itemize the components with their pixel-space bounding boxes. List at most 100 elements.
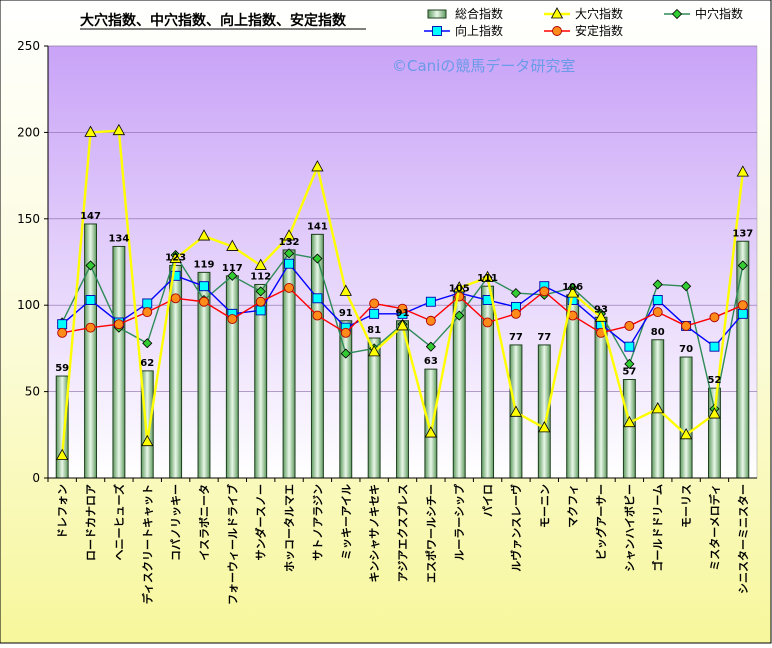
- marker-diamond: [737, 260, 748, 271]
- marker-diamond: [340, 348, 351, 359]
- marker-diamond: [624, 358, 635, 370]
- marker-circle: [624, 320, 635, 331]
- bar-data-labels: 59 147 134 62 123 119 117 112 132 141 91 81 91 63 105 1…: [55, 211, 753, 386]
- marker-triangle: [550, 7, 564, 19]
- bar: [736, 240, 750, 479]
- marker-square: [199, 281, 209, 292]
- marker-triangle: [311, 160, 324, 172]
- x-tick-label: シャンハイボビー: [622, 484, 636, 572]
- y-tick-label: 0: [32, 471, 40, 485]
- x-tick-label: パイロ: [482, 484, 495, 517]
- marker-square: [709, 341, 720, 352]
- marker-triangle: [226, 239, 239, 251]
- marker-diamond: [681, 281, 692, 292]
- line-series: [56, 123, 749, 460]
- marker-triangle: [481, 270, 494, 282]
- x-tick-label: ヘニーヒューズ: [112, 484, 126, 560]
- x-tick-label: ホッコータルマエ: [283, 484, 296, 572]
- bar-series: [55, 223, 750, 479]
- marker-square: [432, 26, 442, 36]
- bar-value-label: 81: [367, 325, 381, 336]
- x-tick-label: モーニン: [538, 484, 551, 528]
- y-tick-label: 250: [17, 39, 40, 53]
- bar-value-label: 77: [537, 332, 551, 343]
- bar-value-label: 132: [279, 237, 300, 248]
- marker-square: [624, 341, 635, 352]
- marker-triangle: [367, 345, 381, 357]
- marker-circle: [57, 327, 68, 338]
- legend-swatch: [427, 9, 447, 19]
- marker-triangle: [169, 251, 182, 263]
- bar-value-label: 134: [108, 233, 129, 244]
- bar-value-label: 137: [732, 228, 753, 239]
- bar-value-label: 77: [509, 332, 523, 343]
- x-tick-label: ビッグアーサー: [594, 484, 608, 560]
- marker-triangle: [56, 448, 69, 460]
- marker-square: [85, 295, 96, 305]
- marker-square: [737, 308, 748, 319]
- marker-triangle: [254, 258, 267, 270]
- y-tick-label: 100: [17, 298, 40, 312]
- marker-circle: [199, 296, 209, 307]
- marker-triangle: [339, 284, 352, 296]
- x-tick-label: ロードカナロア: [85, 484, 98, 561]
- x-tick-label: ゴールドドリーム: [651, 484, 665, 572]
- marker-triangle: [651, 402, 664, 414]
- bar-value-label: 70: [679, 344, 693, 355]
- bar-value-label: 147: [80, 211, 101, 222]
- marker-triangle: [282, 229, 296, 241]
- marker-circle: [170, 293, 181, 304]
- marker-circle: [510, 308, 521, 319]
- bar-value-label: 91: [339, 308, 353, 319]
- x-tick-label: フォーウィールドライブ: [225, 484, 239, 605]
- bar-value-label: 63: [424, 356, 438, 367]
- marker-diamond: [454, 310, 465, 321]
- marker-diamond: [652, 279, 663, 290]
- marker-diamond: [85, 260, 96, 271]
- marker-circle: [681, 320, 692, 331]
- bar: [112, 245, 126, 479]
- marker-square: [57, 319, 68, 330]
- marker-square: [142, 298, 153, 309]
- bar: [424, 368, 438, 479]
- marker-diamond: [425, 341, 436, 352]
- bar: [679, 356, 693, 479]
- x-tick-label: サンダースノー: [254, 484, 268, 560]
- marker-triangle: [112, 123, 126, 136]
- marker-circle: [652, 307, 663, 318]
- chart-title: 大穴指数、中穴指数、向上指数、安定指数: [80, 12, 347, 29]
- marker-circle: [312, 310, 323, 321]
- marker-square: [284, 258, 295, 269]
- bar-value-label: 119: [194, 259, 215, 270]
- x-tick-label: ルーラーシップ: [452, 483, 466, 561]
- x-tick-label: マクフィ: [567, 484, 580, 528]
- marker-diamond: [671, 8, 683, 20]
- bar-value-label: 59: [55, 363, 69, 374]
- x-tick-label: ミスターメロディ: [707, 484, 721, 571]
- x-tick-label: モーリス: [680, 484, 693, 528]
- bar-value-label: 123: [165, 252, 186, 263]
- marker-circle: [340, 327, 351, 338]
- bar-value-label: 52: [707, 375, 721, 386]
- marker-triangle: [141, 434, 154, 447]
- marker-diamond: [283, 248, 295, 259]
- x-tick-label: コパノリッキー: [170, 484, 183, 561]
- marker-triangle: [396, 319, 409, 331]
- marker-circle: [397, 303, 408, 314]
- bar-value-label: 62: [140, 358, 154, 369]
- bar-value-label: 93: [594, 304, 608, 315]
- marker-diamond: [312, 253, 323, 264]
- bar-value-label: 111: [477, 273, 498, 284]
- x-tick-label: ルヴァンスレーヴ: [509, 484, 523, 572]
- marker-circle: [85, 322, 96, 333]
- marker-triangle: [708, 407, 721, 419]
- bar-value-label: 112: [250, 271, 271, 282]
- marker-circle: [482, 317, 493, 328]
- marker-square: [425, 296, 436, 307]
- y-tick-label: 50: [25, 385, 40, 399]
- x-tick-label: ミッキーアイル: [340, 484, 353, 560]
- x-tick-label: ディスクリートキャット: [140, 484, 154, 604]
- legend-label: 安定指数: [575, 23, 623, 38]
- marker-circle: [255, 296, 266, 307]
